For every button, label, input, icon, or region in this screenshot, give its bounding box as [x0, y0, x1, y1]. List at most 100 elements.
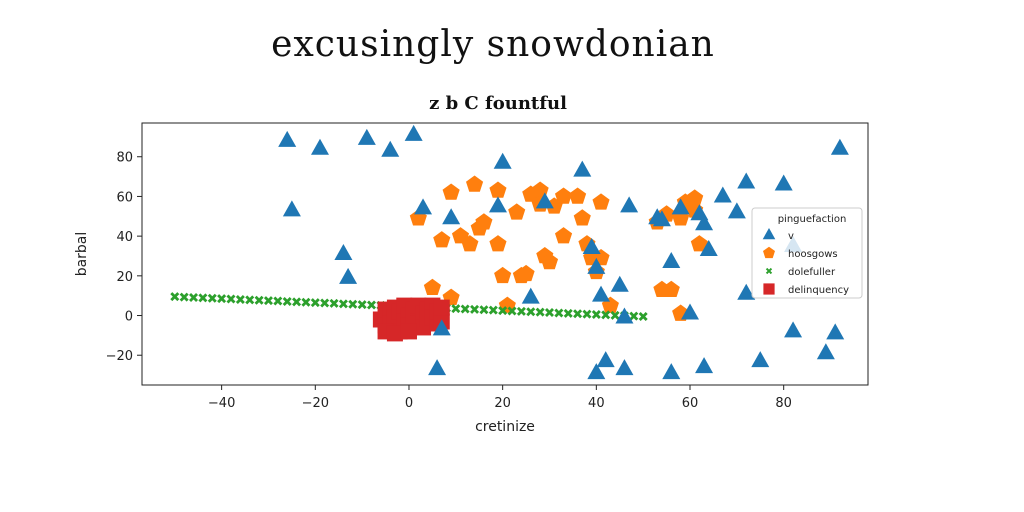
- data-point: [432, 319, 451, 336]
- series-delinquency: [372, 297, 450, 342]
- data-point: [784, 321, 803, 338]
- y-axis: −20 0 20 40 60 80: [106, 151, 142, 364]
- data-point: [615, 307, 634, 324]
- data-point: [489, 235, 507, 252]
- data-point: [273, 296, 283, 306]
- data-point: [245, 295, 255, 305]
- data-point: [475, 213, 493, 230]
- x-tick-label: 60: [682, 396, 699, 411]
- data-point: [592, 193, 610, 210]
- x-tick-label: 20: [494, 396, 511, 411]
- data-point: [508, 203, 526, 220]
- data-point: [329, 298, 339, 308]
- data-point: [662, 280, 680, 298]
- data-point: [690, 235, 708, 252]
- legend-box: [751, 207, 863, 299]
- data-point: [386, 325, 403, 342]
- y-tick-label: −20: [106, 349, 133, 364]
- data-point: [554, 187, 573, 204]
- series-v: [278, 124, 849, 380]
- data-point: [301, 297, 311, 307]
- data-point: [582, 238, 601, 255]
- data-point: [652, 210, 671, 227]
- y-tick-label: 40: [116, 230, 133, 245]
- data-point: [282, 296, 292, 306]
- data-point: [620, 196, 639, 213]
- data-point: [357, 128, 376, 145]
- data-point: [596, 351, 615, 368]
- data-point: [671, 198, 690, 215]
- data-point: [235, 294, 245, 304]
- data-point: [488, 305, 498, 315]
- legend-label: delinquency: [788, 285, 849, 296]
- data-point: [601, 310, 611, 320]
- data-point: [540, 252, 559, 270]
- data-point: [465, 175, 484, 192]
- data-point: [686, 189, 704, 206]
- data-point: [310, 138, 329, 155]
- data-point: [414, 198, 433, 215]
- data-point: [681, 303, 700, 320]
- data-point: [433, 299, 450, 316]
- data-point: [442, 183, 460, 200]
- data-point: [498, 306, 508, 316]
- data-point: [494, 266, 512, 284]
- data-point: [489, 181, 507, 198]
- data-point: [587, 363, 606, 380]
- data-point: [292, 297, 302, 307]
- data-point: [610, 275, 629, 292]
- data-point: [816, 343, 835, 360]
- data-point: [569, 187, 587, 204]
- data-point: [713, 186, 732, 203]
- data-point: [615, 359, 634, 376]
- data-point: [507, 306, 517, 316]
- data-point: [404, 124, 423, 141]
- data-point: [592, 285, 611, 302]
- data-marks: [170, 124, 849, 380]
- data-point: [254, 295, 264, 305]
- data-point: [563, 308, 573, 318]
- chart-title: z b C fountful: [429, 93, 567, 114]
- x-tick-label: 40: [588, 396, 605, 411]
- data-point: [629, 311, 639, 321]
- data-point: [737, 283, 756, 300]
- data-point: [493, 152, 512, 169]
- data-point: [591, 310, 601, 320]
- legend-marker-hoosgows: [763, 246, 775, 259]
- data-point: [460, 304, 470, 314]
- data-point: [587, 257, 606, 274]
- data-point: [381, 140, 400, 157]
- data-point: [521, 287, 540, 304]
- y-tick-label: 20: [116, 270, 133, 285]
- x-axis-label: cretinize: [475, 419, 535, 435]
- data-point: [339, 267, 358, 284]
- data-point: [751, 351, 770, 368]
- data-point: [198, 293, 208, 303]
- legend-title: pinguefaction: [778, 214, 847, 225]
- data-point: [207, 293, 217, 303]
- legend-label: v: [788, 231, 794, 242]
- data-point: [488, 196, 507, 213]
- data-point: [826, 323, 845, 340]
- data-point: [516, 306, 526, 316]
- figure-title: excusingly snowdonian: [271, 24, 715, 65]
- data-point: [727, 202, 746, 219]
- data-point: [170, 292, 180, 302]
- data-point: [638, 312, 648, 322]
- data-point: [310, 298, 320, 308]
- data-point: [479, 305, 489, 315]
- legend-marker-v: [762, 228, 776, 240]
- data-point: [423, 278, 441, 296]
- y-tick-label: 60: [116, 190, 133, 205]
- data-point: [662, 251, 681, 268]
- data-point: [544, 308, 554, 318]
- data-point: [442, 208, 461, 225]
- data-point: [189, 292, 199, 302]
- data-point: [582, 309, 592, 319]
- data-point: [610, 310, 620, 320]
- legend: pinguefaction v hoosgows dolefuller delinque…: [751, 207, 863, 299]
- data-point: [263, 296, 273, 306]
- data-point: [226, 294, 236, 304]
- legend-marker-dolefuller: [765, 267, 773, 275]
- data-point: [774, 174, 793, 191]
